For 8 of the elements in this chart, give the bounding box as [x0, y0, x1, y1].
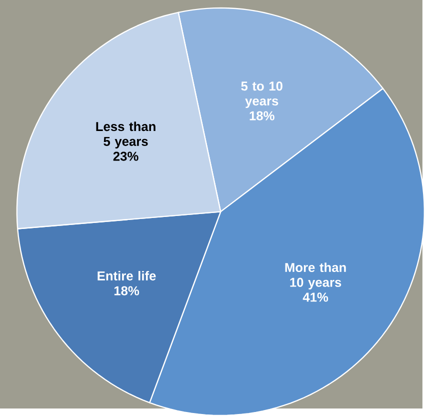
slice-label: 5 to 10 years: [241, 81, 282, 108]
slice-label: Entire life: [98, 270, 156, 280]
data-label: 23%: [113, 152, 138, 161]
data-label: 41%: [302, 292, 328, 302]
data-label: 18%: [250, 111, 274, 120]
slice-label: Less than 5 years: [96, 122, 156, 148]
data-label: 18%: [114, 286, 140, 296]
slice-label: More than 10 years: [285, 262, 346, 290]
